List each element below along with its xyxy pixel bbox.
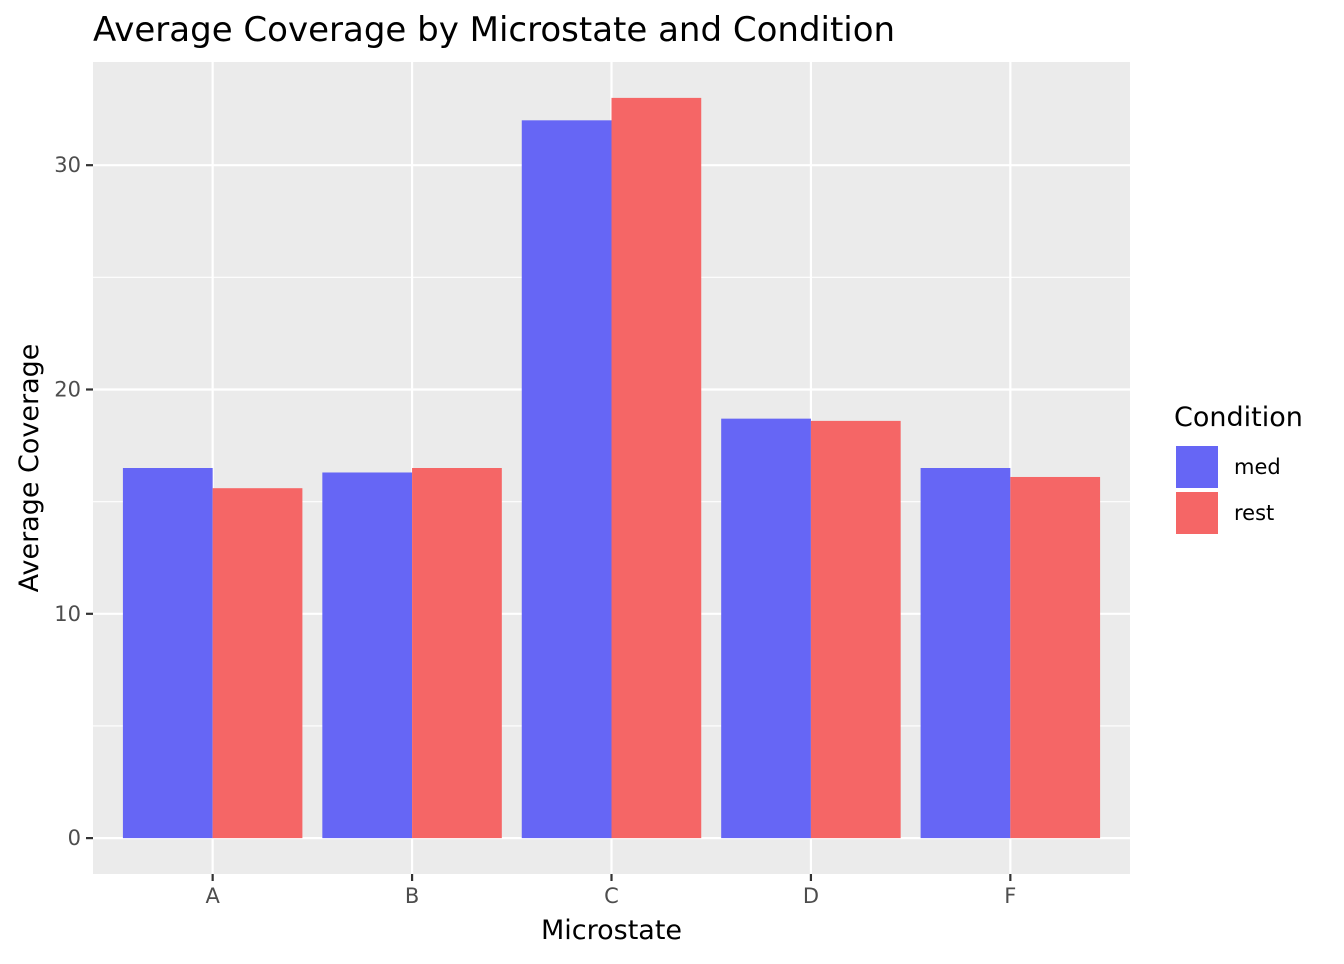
bar-med-B	[322, 472, 413, 839]
legend: Condition med rest	[1174, 402, 1303, 536]
legend-key-med	[1174, 444, 1220, 490]
y-tick-label: 0	[68, 826, 81, 850]
x-tick-label: D	[803, 884, 819, 908]
bar-med-C	[521, 120, 612, 839]
x-tick-label: A	[205, 884, 220, 908]
x-tick-label: B	[405, 884, 419, 908]
y-tick-label: 20	[54, 377, 81, 401]
legend-title: Condition	[1174, 402, 1303, 433]
bar-rest-C	[611, 97, 702, 839]
bar-med-D	[721, 418, 811, 839]
axes: 0 10 20 30 A B C D F	[54, 153, 1016, 908]
y-tick-label: 30	[54, 153, 81, 177]
chart-title: Average Coverage by Microstate and Condi…	[93, 10, 895, 50]
y-tick-label: 10	[54, 602, 81, 626]
legend-label-rest: rest	[1234, 501, 1274, 525]
bars	[122, 97, 1101, 839]
bar-rest-B	[412, 468, 502, 839]
legend-key-rest	[1174, 490, 1220, 536]
y-axis-title: Average Coverage	[14, 344, 45, 593]
bar-rest-A	[212, 488, 303, 839]
bar-rest-D	[810, 420, 901, 839]
bar-med-F	[920, 468, 1011, 839]
x-tick-label: F	[1004, 884, 1016, 908]
x-axis-title: Microstate	[541, 915, 682, 946]
x-tick-label: C	[604, 884, 619, 908]
bar-med-A	[122, 468, 213, 839]
bar-rest-F	[1010, 476, 1101, 839]
legend-label-med: med	[1234, 455, 1281, 479]
